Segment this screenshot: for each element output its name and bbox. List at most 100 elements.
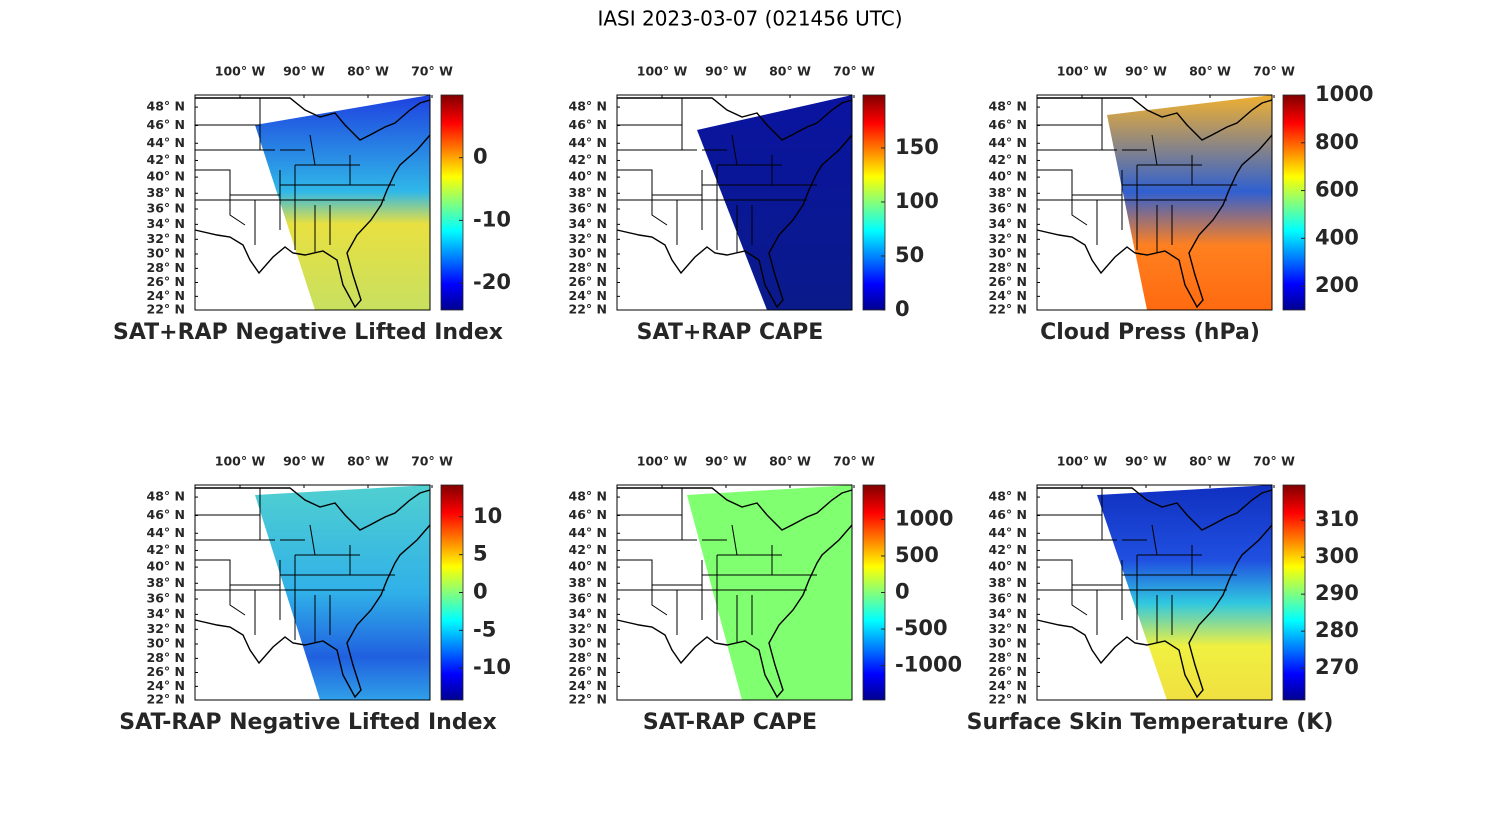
lat-tick-label: 44° N xyxy=(989,525,1027,540)
lat-tick-label: 32° N xyxy=(147,621,185,636)
lon-tick-label: 90° W xyxy=(705,454,747,469)
lon-tick-label: 100° W xyxy=(637,64,688,79)
lat-tick-label: 42° N xyxy=(147,152,185,167)
lat-tick-label: 44° N xyxy=(569,135,607,150)
lat-tick-label: 26° N xyxy=(989,274,1027,289)
lon-tick-label: 70° W xyxy=(411,64,453,79)
colorbar-tick-label: 0 xyxy=(895,297,910,321)
map-border xyxy=(1036,484,1273,701)
lon-tick-label: 80° W xyxy=(769,64,811,79)
lat-tick-label: 34° N xyxy=(569,606,607,621)
lat-tick-label: 44° N xyxy=(569,525,607,540)
lat-tick-label: 30° N xyxy=(989,636,1027,651)
lat-tick-label: 26° N xyxy=(147,664,185,679)
lat-tick-label: 40° N xyxy=(989,169,1027,184)
panel-title: SAT-RAP CAPE xyxy=(643,710,817,735)
lat-tick-label: 28° N xyxy=(147,650,185,665)
panel-title: SAT+RAP CAPE xyxy=(637,320,824,345)
colorbar-tick-label: 400 xyxy=(1315,225,1359,249)
lat-tick-label: 48° N xyxy=(569,99,607,114)
colorbar-tick-label: 10 xyxy=(473,504,502,528)
lat-tick-label: 24° N xyxy=(989,288,1027,303)
colorbar-tick-label: 0 xyxy=(473,145,488,169)
lat-tick-label: 40° N xyxy=(569,559,607,574)
figure-title: IASI 2023-03-07 (021456 UTC) xyxy=(597,7,902,31)
lat-tick-label: 22° N xyxy=(147,692,185,707)
colorbar-tick-label: -20 xyxy=(473,270,511,294)
lat-tick-label: 34° N xyxy=(147,216,185,231)
lon-tick-label: 100° W xyxy=(1057,64,1108,79)
lon-tick-label: 90° W xyxy=(1125,64,1167,79)
lon-tick-label: 70° W xyxy=(1253,454,1295,469)
colorbar-tick-label: 800 xyxy=(1315,130,1359,154)
lat-tick-label: 34° N xyxy=(989,606,1027,621)
map-panel: 100° W 90° W 80° W 70° W 48° N 46° N 44° N 42° … xyxy=(967,454,1359,736)
data-swath xyxy=(1097,485,1272,700)
lat-tick-label: 46° N xyxy=(147,507,185,522)
lat-tick-label: 24° N xyxy=(147,288,185,303)
lat-tick-label: 42° N xyxy=(147,542,185,557)
data-swath xyxy=(697,95,852,310)
panel-title: SAT-RAP Negative Lifted Index xyxy=(119,710,496,735)
lat-tick-label: 32° N xyxy=(989,231,1027,246)
lat-tick-label: 26° N xyxy=(147,274,185,289)
map-border xyxy=(616,484,853,701)
colorbar xyxy=(1282,94,1306,311)
lat-tick-label: 46° N xyxy=(569,117,607,132)
lat-tick-label: 24° N xyxy=(569,678,607,693)
lat-tick-label: 38° N xyxy=(147,185,185,200)
lon-tick-label: 70° W xyxy=(411,454,453,469)
lat-tick-label: 48° N xyxy=(989,99,1027,114)
lat-tick-label: 28° N xyxy=(569,650,607,665)
map-panel: 100° W 90° W 80° W 70° W 48° N 46° N 44° N 42° … xyxy=(569,454,963,736)
colorbar-tick-label: 200 xyxy=(1315,273,1359,297)
lat-tick-label: 40° N xyxy=(569,169,607,184)
lat-tick-label: 22° N xyxy=(989,302,1027,317)
lat-tick-label: 42° N xyxy=(569,542,607,557)
lon-tick-label: 90° W xyxy=(705,64,747,79)
lon-tick-label: 80° W xyxy=(769,454,811,469)
lat-tick-label: 32° N xyxy=(147,231,185,246)
lat-tick-label: 26° N xyxy=(569,274,607,289)
data-swath xyxy=(1107,95,1272,310)
lat-tick-label: 46° N xyxy=(989,507,1027,522)
colorbar-tick-label: 5 xyxy=(473,542,488,566)
map-panel: 100° W 90° W 80° W 70° W 48° N 46° N 44° N 42° … xyxy=(119,454,511,736)
lat-tick-label: 32° N xyxy=(569,231,607,246)
data-swath xyxy=(255,95,430,310)
lat-tick-label: 40° N xyxy=(147,559,185,574)
colorbar-tick-label: -5 xyxy=(473,617,496,641)
lon-tick-label: 80° W xyxy=(1189,64,1231,79)
lat-tick-label: 36° N xyxy=(147,591,185,606)
colorbar-tick-label: -1000 xyxy=(895,653,962,677)
lat-tick-label: 28° N xyxy=(989,650,1027,665)
colorbar xyxy=(862,94,886,311)
lat-tick-label: 28° N xyxy=(569,260,607,275)
lon-tick-label: 90° W xyxy=(1125,454,1167,469)
lat-tick-label: 38° N xyxy=(569,185,607,200)
lon-tick-label: 100° W xyxy=(637,454,688,469)
lon-tick-label: 90° W xyxy=(283,454,325,469)
lat-tick-label: 44° N xyxy=(147,135,185,150)
lon-tick-label: 70° W xyxy=(833,454,875,469)
lat-tick-label: 38° N xyxy=(147,575,185,590)
lat-tick-label: 48° N xyxy=(147,489,185,504)
lat-tick-label: 38° N xyxy=(989,575,1027,590)
map-border xyxy=(1036,94,1273,311)
lat-tick-label: 24° N xyxy=(989,678,1027,693)
colorbar-tick-label: 500 xyxy=(895,543,939,567)
lat-tick-label: 36° N xyxy=(569,591,607,606)
lat-tick-label: 22° N xyxy=(569,302,607,317)
lat-tick-label: 40° N xyxy=(989,559,1027,574)
colorbar-tick-label: 1000 xyxy=(895,506,953,530)
lat-tick-label: 26° N xyxy=(989,664,1027,679)
lat-tick-label: 38° N xyxy=(989,185,1027,200)
colorbar-tick-label: -10 xyxy=(473,207,511,231)
lat-tick-label: 38° N xyxy=(569,575,607,590)
lon-tick-label: 80° W xyxy=(347,454,389,469)
colorbar-tick-label: 290 xyxy=(1315,581,1359,605)
lat-tick-label: 32° N xyxy=(989,621,1027,636)
colorbar-tick-label: 280 xyxy=(1315,618,1359,642)
lat-tick-label: 42° N xyxy=(569,152,607,167)
lat-tick-label: 44° N xyxy=(147,525,185,540)
